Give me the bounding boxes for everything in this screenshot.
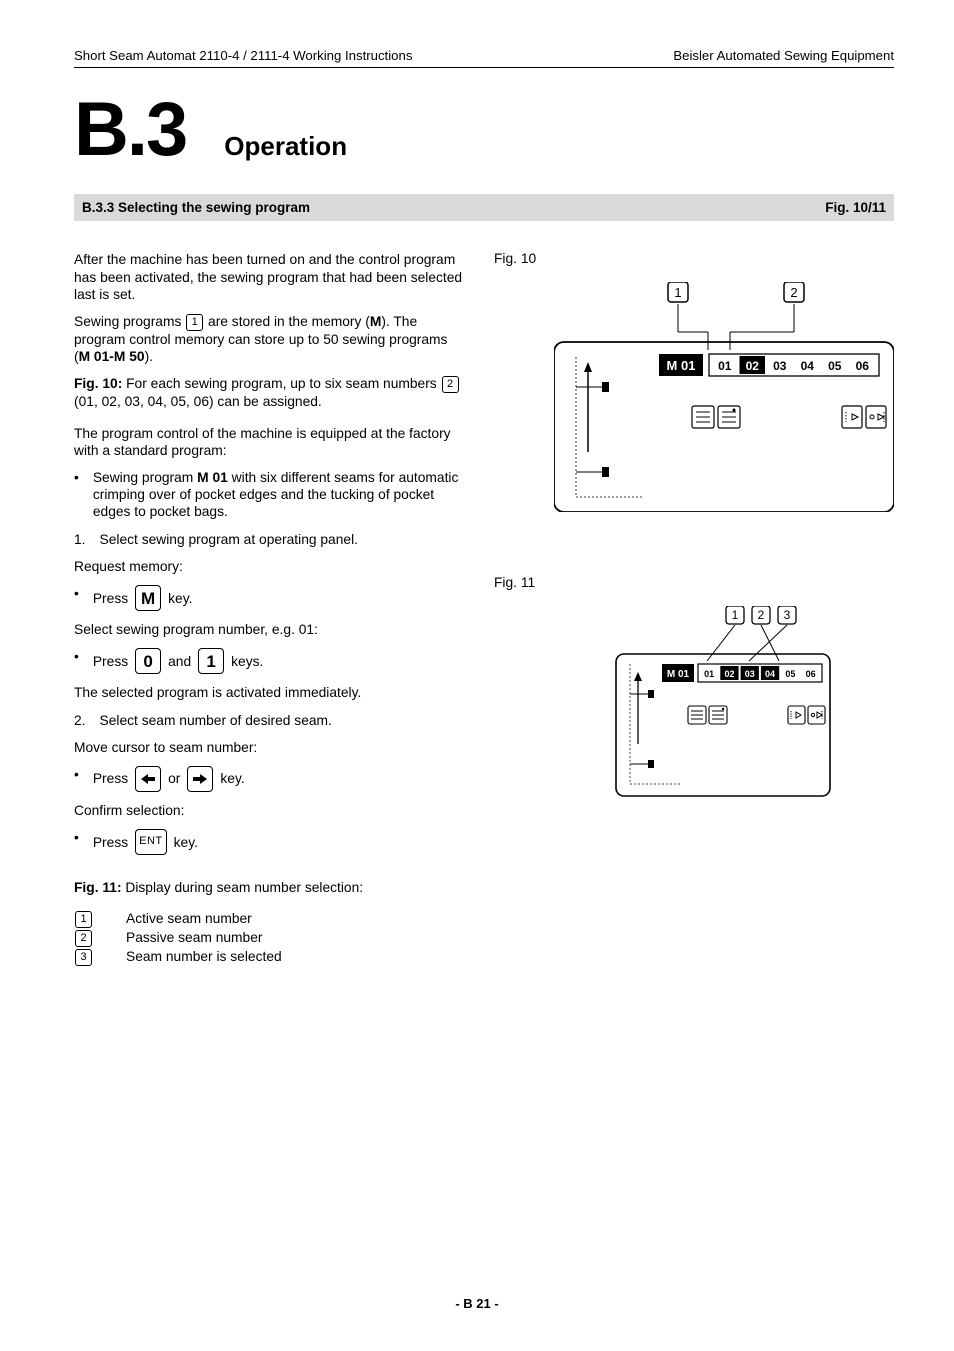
section-bar: B.3.3 Selecting the sewing program Fig. … (74, 194, 894, 221)
step-1: 1.Select sewing program at operating pan… (74, 531, 466, 548)
para-intro: After the machine has been turned on and… (74, 251, 466, 303)
page-header: Short Seam Automat 2110-4 / 2111-4 Worki… (74, 48, 894, 68)
para-move-cursor: Move cursor to seam number: (74, 739, 466, 756)
fig10-label: Fig. 10 (494, 251, 894, 266)
header-right: Beisler Automated Sewing Equipment (673, 48, 894, 63)
callout-2-inline: 2 (442, 376, 459, 393)
svg-text:M 01: M 01 (667, 669, 690, 680)
fig11-diagram: 1 2 3 (574, 606, 894, 819)
key-left-arrow (135, 766, 161, 792)
key-m: M (135, 585, 161, 611)
svg-text:02: 02 (724, 669, 734, 679)
body-text-column: After the machine has been turned on and… (74, 251, 466, 967)
svg-text:03: 03 (745, 669, 755, 679)
key-1: 1 (198, 648, 224, 674)
svg-text:04: 04 (765, 669, 775, 679)
page-footer: - B 21 - (0, 1296, 954, 1311)
para-activated: The selected program is activated immedi… (74, 684, 466, 701)
svg-text:1: 1 (732, 608, 739, 622)
svg-text:01: 01 (704, 669, 714, 679)
fig11-label: Fig. 11 (494, 575, 894, 590)
svg-text:06: 06 (856, 359, 870, 373)
key-ent: ENT (135, 829, 167, 855)
svg-text:3: 3 (784, 608, 791, 622)
step-2: 2.Select seam number of desired seam. (74, 712, 466, 729)
callout-1-inline: 1 (186, 314, 203, 331)
chapter-number: B.3 (74, 96, 186, 164)
chapter-heading: B.3 Operation (74, 96, 894, 164)
header-left: Short Seam Automat 2110-4 / 2111-4 Worki… (74, 48, 412, 63)
svg-text:04: 04 (801, 359, 815, 373)
figures-column: Fig. 10 1 2 (494, 251, 894, 967)
bullet-standard-program: •Sewing program M 01 with six different … (74, 469, 466, 521)
key-right-arrow (187, 766, 213, 792)
svg-text:2: 2 (790, 285, 797, 300)
fig10-diagram: 1 2 (554, 282, 894, 515)
legend-2: 2Passive seam number (74, 930, 466, 947)
para-fig11: Fig. 11: Display during seam number sele… (74, 879, 466, 896)
key-0: 0 (135, 648, 161, 674)
bullet-press-01: •Press 0 and 1 keys. (74, 648, 466, 674)
para-factory: The program control of the machine is eq… (74, 425, 466, 459)
para-select-number: Select sewing program number, e.g. 01: (74, 621, 466, 638)
svg-text:02: 02 (746, 359, 760, 373)
legend-1: 1Active seam number (74, 911, 466, 928)
bullet-press-m: •Press M key. (74, 585, 466, 611)
bullet-press-ent: •Press ENT key. (74, 829, 466, 855)
para-confirm: Confirm selection: (74, 802, 466, 819)
svg-text:05: 05 (828, 359, 842, 373)
svg-text:03: 03 (773, 359, 787, 373)
bullet-press-arrows: •Press or key. (74, 766, 466, 792)
svg-text:06: 06 (806, 669, 816, 679)
svg-text:01: 01 (718, 359, 732, 373)
para-fig10: Fig. 10: For each sewing program, up to … (74, 375, 466, 410)
para-memory: Sewing programs 1 are stored in the memo… (74, 313, 466, 365)
svg-text:M 01: M 01 (667, 358, 696, 373)
para-request-memory: Request memory: (74, 558, 466, 575)
section-title: B.3.3 Selecting the sewing program (82, 200, 310, 215)
svg-text:05: 05 (785, 669, 795, 679)
svg-text:2: 2 (758, 608, 765, 622)
svg-text:1: 1 (674, 285, 681, 300)
section-figref: Fig. 10/11 (825, 200, 886, 215)
legend-3: 3Seam number is selected (74, 949, 466, 966)
chapter-title: Operation (224, 131, 347, 162)
